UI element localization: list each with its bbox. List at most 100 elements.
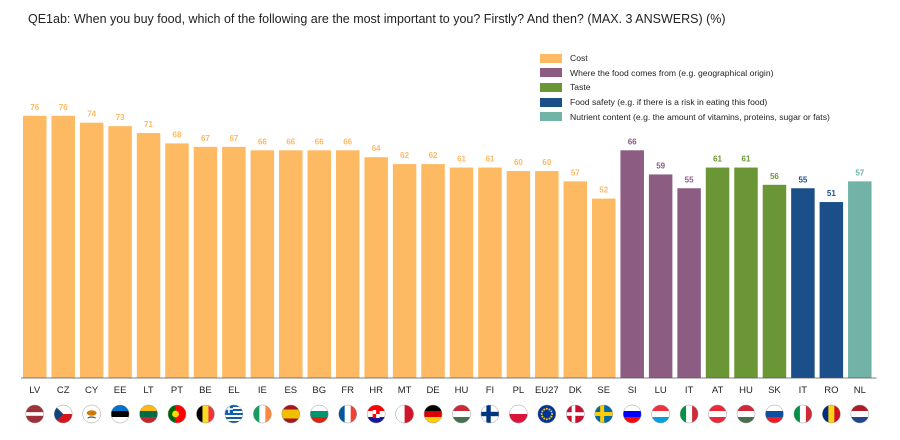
- bar-bg: [307, 150, 331, 378]
- value-label-hu: 61: [457, 155, 466, 164]
- legend-label-taste: Taste: [570, 82, 591, 93]
- bar-si: [620, 150, 644, 378]
- flag-de-icon: [423, 404, 443, 424]
- flag-bg-icon: [310, 404, 329, 424]
- legend-swatch-origin: [540, 68, 562, 78]
- category-label-de: DE: [426, 385, 439, 396]
- flag-hu-icon: [452, 404, 471, 424]
- flag-cz-icon: [53, 404, 73, 424]
- value-label-pl: 60: [514, 158, 523, 167]
- flag-lt-icon: [139, 404, 158, 424]
- category-label-dk: DK: [569, 385, 583, 396]
- category-labels-group: LV CZ CY EE LT PT BE EL IE ES BG FR HR MT DE HU FI PL EU27…: [29, 385, 866, 396]
- bar-sk: [762, 184, 787, 378]
- flag-pt-icon: [167, 404, 187, 424]
- legend-label-origin: Where the food comes from (e.g. geograph…: [570, 67, 774, 78]
- value-label-lv: 76: [30, 103, 39, 112]
- category-label-fr: FR: [341, 385, 354, 396]
- bar-cz: [51, 115, 75, 379]
- value-label-lt: 71: [144, 120, 153, 129]
- value-label-pt: 68: [173, 130, 182, 139]
- bar-pl: [506, 171, 531, 378]
- flag-lu-icon: [651, 404, 670, 424]
- category-label-it: IT: [799, 385, 808, 396]
- bars-group: [23, 115, 872, 379]
- category-label-it: IT: [685, 385, 694, 396]
- legend-label-nutrient: Nutrient content (e.g. the amount of vit…: [570, 111, 830, 122]
- flag-pl-icon: [509, 404, 528, 424]
- flag-hu-icon: [736, 404, 756, 424]
- category-label-se: SE: [597, 385, 610, 396]
- value-label-lu: 59: [656, 161, 665, 170]
- legend-item-cost: Cost: [540, 51, 830, 66]
- category-label-el: EL: [228, 385, 240, 396]
- bar-fr: [335, 150, 360, 378]
- flags-group: [25, 404, 870, 424]
- bar-ro: [819, 202, 844, 378]
- flag-ro-icon: [822, 404, 841, 424]
- legend-label-safety: Food safety (e.g. if there is a risk in …: [570, 97, 768, 108]
- flag-hr-icon: [366, 404, 386, 424]
- bar-nl: [848, 181, 872, 378]
- value-label-cy: 74: [87, 110, 96, 119]
- bar-hr: [364, 157, 388, 378]
- bar-lu: [648, 174, 673, 378]
- category-label-lt: LT: [143, 385, 154, 396]
- category-label-es: ES: [284, 385, 297, 396]
- value-label-eu27: 60: [542, 158, 551, 167]
- value-label-nl: 57: [855, 168, 864, 177]
- category-label-be: BE: [199, 385, 212, 396]
- bar-ee: [108, 126, 132, 379]
- bar-mt: [392, 164, 417, 378]
- value-label-bg: 66: [315, 137, 324, 146]
- bar-el: [222, 146, 246, 378]
- bar-es: [279, 150, 303, 378]
- flag-it-icon: [679, 404, 699, 424]
- flag-eu-icon: [537, 404, 557, 424]
- value-label-dk: 57: [571, 168, 580, 177]
- bar-dk: [563, 181, 588, 378]
- bar-eu27: [535, 171, 559, 378]
- category-label-lv: LV: [29, 385, 41, 396]
- value-label-ie: 66: [258, 137, 267, 146]
- flag-nl-icon: [850, 404, 870, 424]
- flag-es-icon: [281, 404, 301, 424]
- value-label-hr: 64: [372, 144, 381, 153]
- bar-fi: [478, 167, 502, 378]
- category-label-ro: RO: [824, 385, 838, 396]
- bar-it: [791, 188, 815, 378]
- legend-label-cost: Cost: [570, 53, 588, 64]
- flag-ee-icon: [110, 404, 130, 424]
- value-label-el: 67: [229, 134, 238, 143]
- value-label-se: 52: [599, 186, 608, 195]
- category-label-ee: EE: [114, 385, 127, 396]
- flag-cy-icon: [82, 404, 101, 424]
- category-label-fi: FI: [486, 385, 494, 396]
- value-label-be: 67: [201, 134, 210, 143]
- legend-swatch-taste: [540, 82, 562, 92]
- legend-item-safety: Food safety (e.g. if there is a risk in …: [540, 95, 830, 110]
- bar-hu: [449, 167, 474, 378]
- category-label-bg: BG: [312, 385, 326, 396]
- bar-lv: [23, 115, 47, 379]
- bar-be: [193, 146, 218, 378]
- value-label-at: 61: [713, 155, 722, 164]
- value-label-ee: 73: [116, 113, 125, 122]
- flag-ie-icon: [253, 404, 272, 424]
- category-label-hu: HU: [739, 385, 753, 396]
- flag-sk-icon: [765, 404, 784, 424]
- bar-hu: [734, 167, 758, 378]
- value-label-sk: 56: [770, 172, 779, 181]
- value-label-de: 62: [429, 151, 438, 160]
- bar-se: [592, 198, 616, 378]
- flag-fr-icon: [338, 404, 357, 424]
- category-label-lu: LU: [655, 385, 667, 396]
- category-label-nl: NL: [854, 385, 866, 396]
- chart-title: QE1ab: When you buy food, which of the f…: [28, 12, 726, 26]
- category-label-pl: PL: [513, 385, 525, 396]
- flag-lv-icon: [25, 404, 44, 424]
- flag-dk-icon: [566, 404, 585, 424]
- category-label-cy: CY: [85, 385, 99, 396]
- flag-fi-icon: [480, 404, 500, 424]
